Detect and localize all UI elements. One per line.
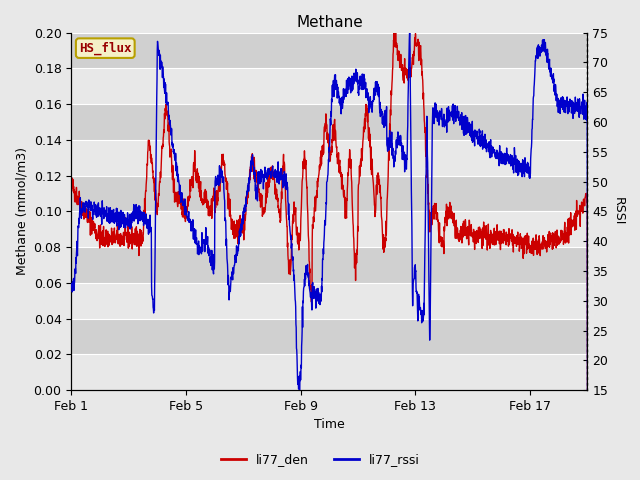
Bar xyxy=(71,176,588,211)
Bar xyxy=(71,68,588,104)
X-axis label: Time: Time xyxy=(314,419,345,432)
Title: Methane: Methane xyxy=(296,15,363,30)
Bar xyxy=(71,33,588,68)
Y-axis label: Methane (mmol/m3): Methane (mmol/m3) xyxy=(15,147,28,276)
Y-axis label: RSSI: RSSI xyxy=(612,197,625,226)
Text: HS_flux: HS_flux xyxy=(79,41,132,55)
Legend: li77_den, li77_rssi: li77_den, li77_rssi xyxy=(216,448,424,471)
Bar xyxy=(71,354,588,390)
Bar xyxy=(71,211,588,247)
Bar xyxy=(71,140,588,176)
Bar xyxy=(71,283,588,319)
Bar xyxy=(71,247,588,283)
Bar xyxy=(71,104,588,140)
Bar xyxy=(71,319,588,354)
